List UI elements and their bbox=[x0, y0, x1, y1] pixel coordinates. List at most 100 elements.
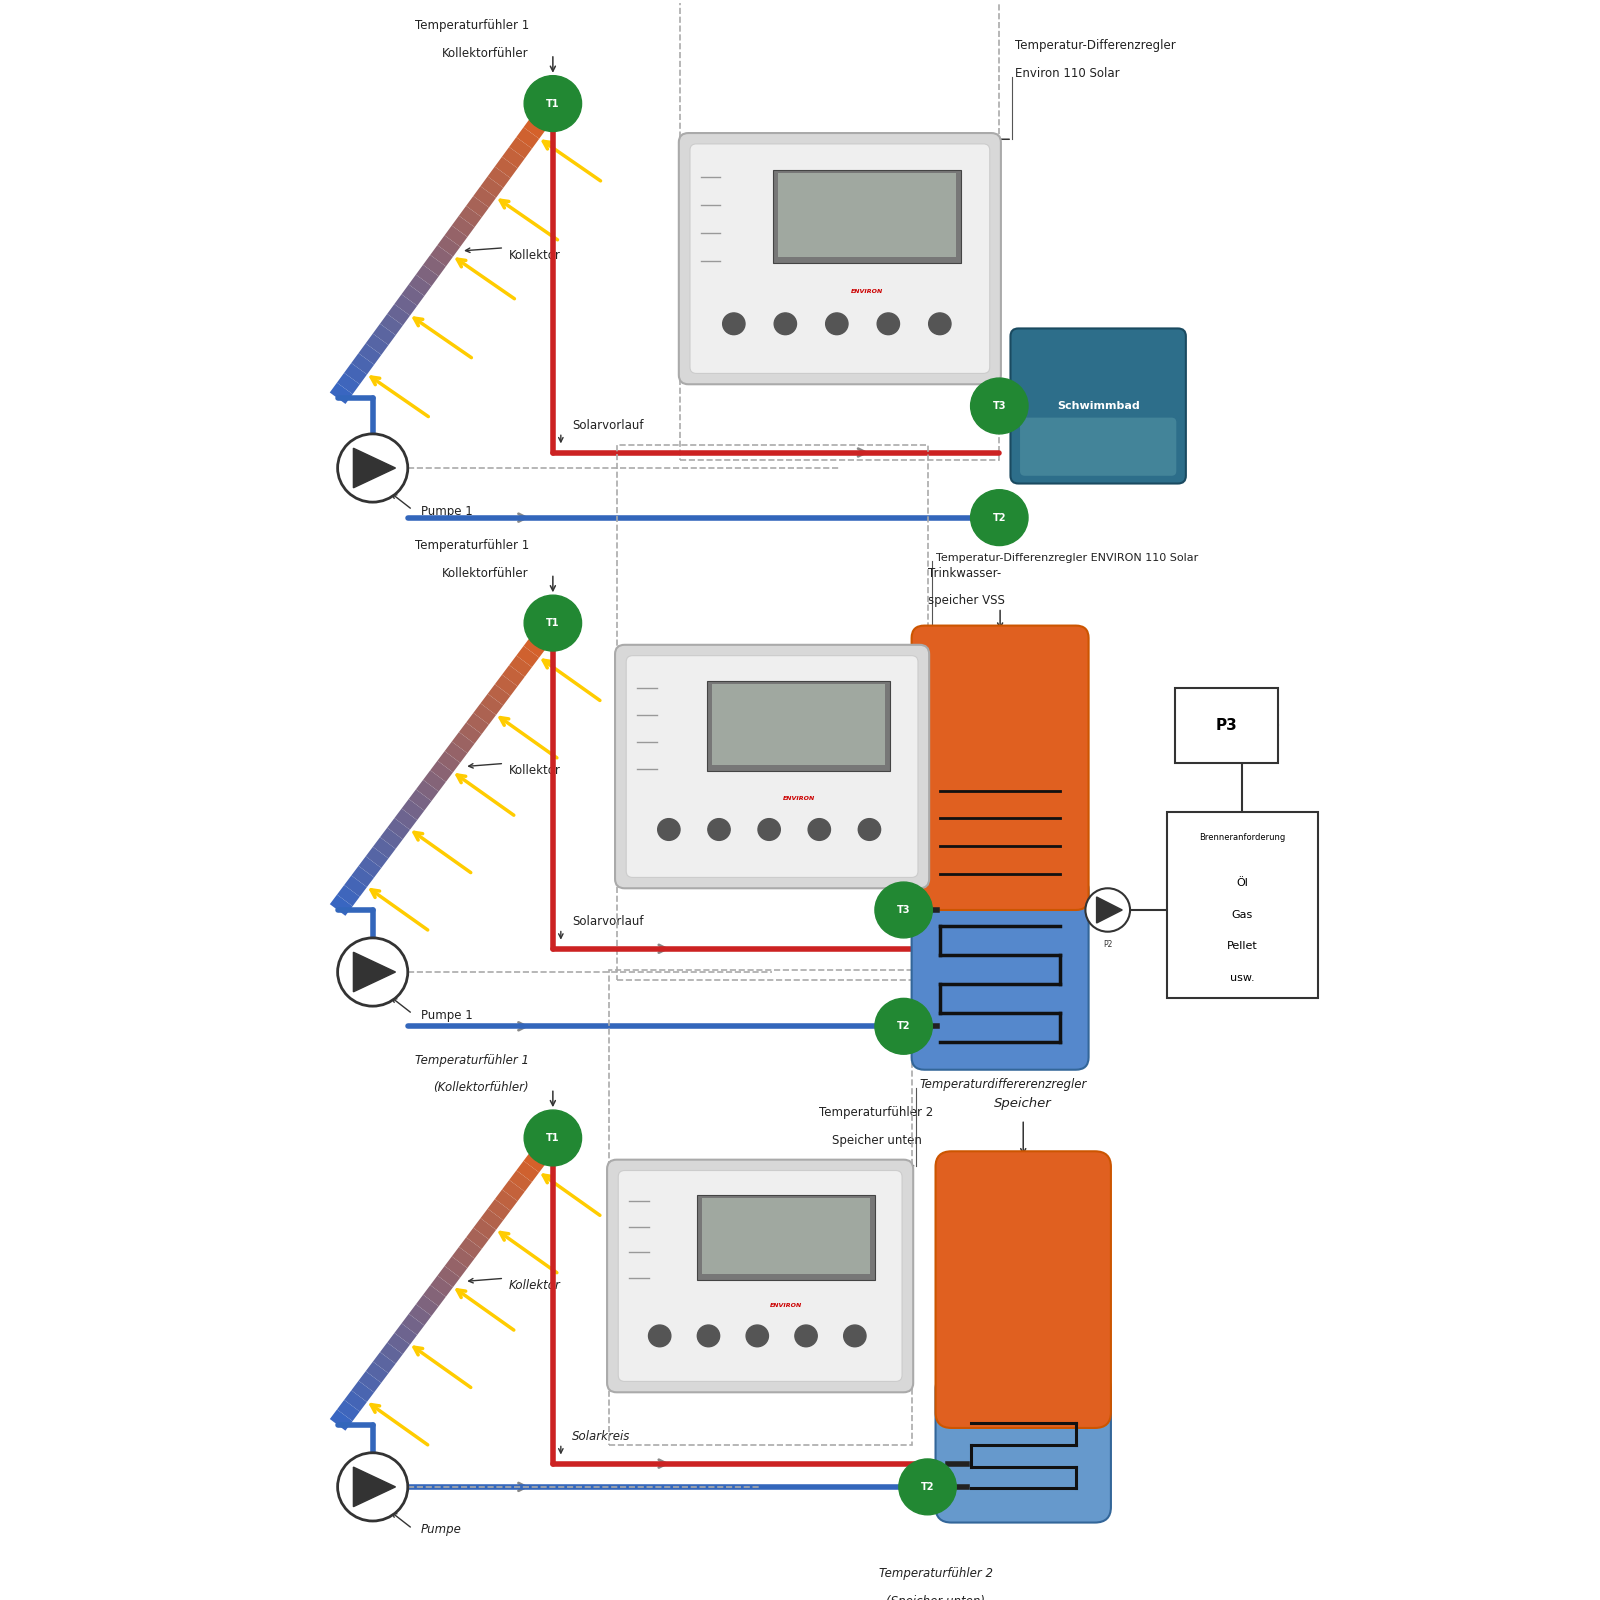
Circle shape bbox=[826, 314, 848, 334]
Bar bbox=[1166, 813, 1318, 998]
Text: (Speicher unten): (Speicher unten) bbox=[886, 1595, 986, 1600]
Text: Pumpe 1: Pumpe 1 bbox=[421, 1008, 472, 1021]
Circle shape bbox=[758, 819, 781, 840]
Circle shape bbox=[858, 819, 880, 840]
Text: Kollektor: Kollektor bbox=[509, 765, 562, 778]
FancyBboxPatch shape bbox=[912, 626, 1088, 910]
Text: Pumpe: Pumpe bbox=[421, 1523, 461, 1536]
Bar bbox=[608, 971, 912, 1445]
Text: Temperaturfühler 2: Temperaturfühler 2 bbox=[819, 1106, 934, 1120]
Text: Temperaturfühler 1: Temperaturfühler 1 bbox=[414, 1053, 530, 1067]
FancyBboxPatch shape bbox=[712, 685, 885, 765]
Text: T2: T2 bbox=[922, 1482, 934, 1491]
Circle shape bbox=[877, 314, 899, 334]
Circle shape bbox=[875, 998, 933, 1054]
Text: Solarvorlauf: Solarvorlauf bbox=[571, 915, 643, 928]
FancyBboxPatch shape bbox=[614, 645, 930, 888]
Text: (Kollektorfühler): (Kollektorfühler) bbox=[434, 1082, 530, 1094]
Text: T3: T3 bbox=[898, 906, 910, 915]
Circle shape bbox=[658, 819, 680, 840]
Circle shape bbox=[843, 1325, 866, 1347]
Text: ENVIRON: ENVIRON bbox=[770, 1304, 802, 1309]
Text: Brenneranforderung: Brenneranforderung bbox=[1200, 832, 1285, 842]
FancyBboxPatch shape bbox=[912, 877, 1088, 1070]
FancyBboxPatch shape bbox=[618, 1171, 902, 1381]
Text: Kollektorfühler: Kollektorfühler bbox=[442, 566, 530, 579]
Text: speicher VSS: speicher VSS bbox=[928, 595, 1005, 608]
Text: Temperatur-Differenzregler: Temperatur-Differenzregler bbox=[1016, 40, 1176, 53]
FancyBboxPatch shape bbox=[678, 133, 1002, 384]
FancyBboxPatch shape bbox=[690, 144, 990, 373]
Bar bbox=[616, 445, 928, 979]
Text: ENVIRON: ENVIRON bbox=[782, 795, 814, 800]
Circle shape bbox=[707, 819, 730, 840]
FancyBboxPatch shape bbox=[778, 173, 957, 258]
FancyBboxPatch shape bbox=[936, 1374, 1110, 1523]
Text: T1: T1 bbox=[546, 1133, 560, 1142]
Circle shape bbox=[971, 378, 1029, 434]
Text: Kollektor: Kollektor bbox=[509, 1278, 562, 1293]
Circle shape bbox=[1085, 888, 1130, 931]
Circle shape bbox=[723, 314, 746, 334]
Circle shape bbox=[698, 1325, 720, 1347]
Text: T1: T1 bbox=[546, 99, 560, 109]
Text: T1: T1 bbox=[546, 618, 560, 629]
Text: Solarkreis: Solarkreis bbox=[571, 1430, 630, 1443]
Text: Speicher unten: Speicher unten bbox=[832, 1134, 922, 1147]
FancyBboxPatch shape bbox=[698, 1195, 875, 1280]
FancyBboxPatch shape bbox=[936, 1152, 1110, 1427]
Text: Solarvorlauf: Solarvorlauf bbox=[571, 419, 643, 432]
Circle shape bbox=[875, 882, 933, 938]
Polygon shape bbox=[354, 1467, 395, 1507]
Circle shape bbox=[525, 75, 581, 131]
Text: Temperatur-Differenzregler ENVIRON 110 Solar: Temperatur-Differenzregler ENVIRON 110 S… bbox=[936, 554, 1198, 563]
Circle shape bbox=[746, 1325, 768, 1347]
Text: usw.: usw. bbox=[1230, 973, 1254, 982]
Text: Pumpe 1: Pumpe 1 bbox=[421, 504, 472, 517]
Circle shape bbox=[338, 434, 408, 502]
Text: Temperaturdiffererenzregler: Temperaturdiffererenzregler bbox=[920, 1078, 1086, 1091]
Text: Pellet: Pellet bbox=[1227, 941, 1258, 952]
Circle shape bbox=[795, 1325, 818, 1347]
Text: T3: T3 bbox=[992, 402, 1006, 411]
Text: Speicher: Speicher bbox=[994, 1098, 1053, 1110]
Circle shape bbox=[899, 1459, 957, 1515]
Text: Schwimmbad: Schwimmbad bbox=[1056, 402, 1139, 411]
Text: P3: P3 bbox=[1216, 718, 1237, 733]
FancyBboxPatch shape bbox=[773, 170, 962, 264]
Text: Temperaturfühler T3: Temperaturfühler T3 bbox=[1046, 373, 1168, 386]
FancyBboxPatch shape bbox=[1011, 328, 1186, 483]
FancyBboxPatch shape bbox=[626, 656, 918, 877]
FancyBboxPatch shape bbox=[1021, 418, 1176, 475]
Text: Kollektor: Kollektor bbox=[509, 248, 562, 262]
Text: Temperaturfühler 1: Temperaturfühler 1 bbox=[414, 539, 530, 552]
Text: Temperaturfühler 2: Temperaturfühler 2 bbox=[878, 1566, 992, 1579]
Circle shape bbox=[338, 938, 408, 1006]
Polygon shape bbox=[354, 952, 395, 992]
Bar bbox=[680, 0, 1000, 461]
Circle shape bbox=[525, 1110, 581, 1166]
Text: T2: T2 bbox=[898, 1021, 910, 1032]
Text: ENVIRON: ENVIRON bbox=[851, 288, 883, 294]
FancyBboxPatch shape bbox=[606, 1160, 914, 1392]
Text: Environ 110 Solar: Environ 110 Solar bbox=[1016, 67, 1120, 80]
Polygon shape bbox=[354, 448, 395, 488]
Circle shape bbox=[971, 490, 1029, 546]
Text: Öl: Öl bbox=[1237, 878, 1248, 888]
Polygon shape bbox=[1096, 898, 1122, 923]
Circle shape bbox=[808, 819, 830, 840]
Circle shape bbox=[525, 595, 581, 651]
Circle shape bbox=[928, 314, 950, 334]
Circle shape bbox=[774, 314, 797, 334]
Text: Trinkwasser-: Trinkwasser- bbox=[928, 566, 1002, 579]
Text: T2: T2 bbox=[992, 512, 1006, 523]
Text: Temperaturfühler 1: Temperaturfühler 1 bbox=[414, 19, 530, 32]
Circle shape bbox=[338, 1453, 408, 1522]
Text: Kollektorfühler: Kollektorfühler bbox=[442, 46, 530, 61]
FancyBboxPatch shape bbox=[707, 682, 890, 771]
FancyBboxPatch shape bbox=[702, 1198, 870, 1274]
Circle shape bbox=[648, 1325, 670, 1347]
Bar bbox=[1174, 688, 1278, 763]
Text: P2: P2 bbox=[1102, 941, 1112, 949]
Text: Gas: Gas bbox=[1232, 910, 1253, 920]
